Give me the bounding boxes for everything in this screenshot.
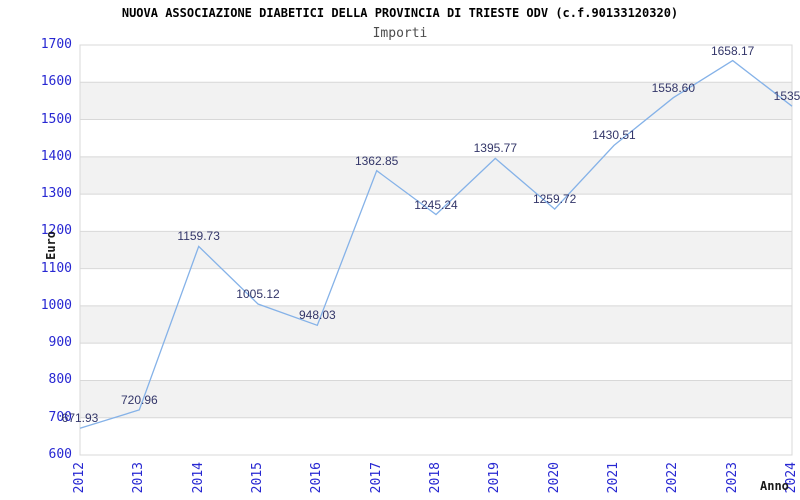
y-tick-label: 1500	[40, 111, 72, 127]
y-tick-label: 800	[48, 372, 72, 388]
x-tick-label: 2020	[546, 462, 562, 494]
data-value-label: 720.96	[120, 392, 158, 407]
data-value-label: 1430.51	[592, 128, 636, 143]
data-value-label: 1245.24	[414, 197, 458, 212]
data-line	[79, 59, 793, 429]
chart-title: NUOVA ASSOCIAZIONE DIABETICI DELLA PROVI…	[121, 6, 679, 20]
x-axis-title: Anno	[760, 479, 789, 493]
background-band	[80, 156, 792, 195]
data-value-label: 1395.77	[473, 141, 518, 156]
x-tick-label: 2012	[72, 462, 87, 494]
background-band	[80, 82, 792, 120]
y-tick-label: 1200	[40, 223, 72, 239]
x-tick-label: 2014	[190, 462, 206, 494]
data-value-label: 1558.60	[651, 80, 696, 95]
background-band	[80, 231, 792, 269]
data-value-label: 1005.12	[236, 287, 280, 301]
data-value-label: 1259.72	[532, 192, 577, 207]
data-value-label: 948.03	[298, 308, 336, 323]
y-tick-label: 1300	[40, 186, 72, 202]
y-tick-label: 1700	[40, 37, 72, 52]
data-value-label: 1159.73	[177, 229, 220, 244]
background-band	[80, 380, 792, 418]
y-tick-label: 1600	[40, 74, 72, 90]
y-tick-label: 700	[48, 409, 72, 425]
background-band	[80, 305, 792, 344]
data-value-label: 671.93	[61, 411, 99, 426]
x-tick-label: 2015	[250, 462, 265, 494]
x-tick-label: 2018	[428, 462, 443, 494]
y-tick-label: 1000	[40, 297, 72, 313]
plot-border	[79, 44, 793, 456]
y-tick-label: 900	[48, 335, 72, 351]
x-tick-label: 2019	[487, 462, 503, 494]
data-value-label: 1362.85	[354, 153, 399, 168]
y-axis-title: Euro	[44, 231, 58, 260]
x-tick-label: 2022	[665, 462, 681, 494]
x-tick-label: 2021	[606, 462, 621, 494]
x-tick-label: 2016	[309, 462, 325, 494]
chart-subtitle: Importi	[372, 26, 428, 41]
y-tick-label: 1100	[40, 260, 72, 276]
x-tick-label: 2013	[131, 462, 147, 494]
y-tick-label: 600	[48, 447, 72, 462]
x-tick-label: 2017	[368, 462, 384, 494]
data-value-label: 1535.8	[773, 89, 800, 104]
x-tick-label: 2023	[724, 462, 740, 494]
y-tick-label: 1400	[40, 148, 72, 164]
data-value-label: 1658.17	[710, 43, 755, 58]
